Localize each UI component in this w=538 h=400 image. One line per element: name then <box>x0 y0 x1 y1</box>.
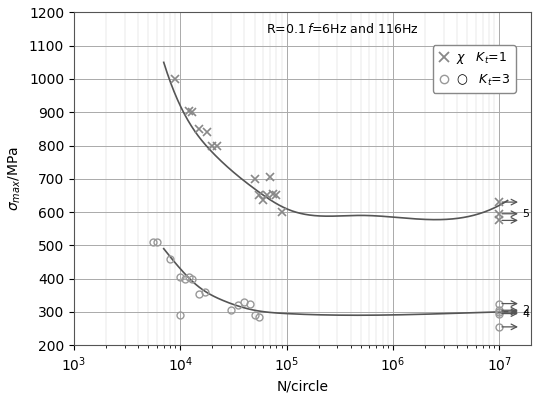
Text: 4: 4 <box>522 308 529 318</box>
X-axis label: N/circle: N/circle <box>277 379 329 393</box>
Text: 5: 5 <box>522 209 529 219</box>
Legend: $\chi$   $K_t$=1, ○   $K_t$=3: $\chi$ $K_t$=1, ○ $K_t$=3 <box>433 45 515 93</box>
Text: 2: 2 <box>522 305 529 315</box>
Y-axis label: $\sigma_{max}$/MPa: $\sigma_{max}$/MPa <box>7 146 23 211</box>
Text: R=0.1$\,f$=6Hz and 116Hz: R=0.1$\,f$=6Hz and 116Hz <box>266 22 419 36</box>
